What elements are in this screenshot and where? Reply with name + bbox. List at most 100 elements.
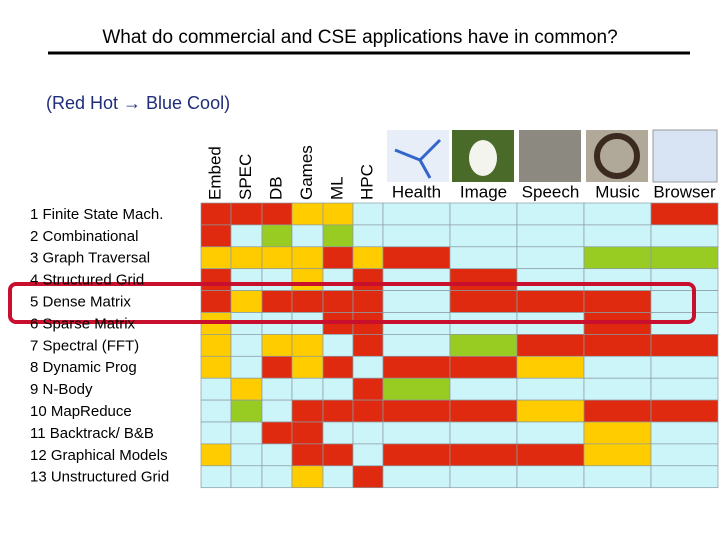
music-ring bbox=[594, 133, 640, 179]
heat-cell bbox=[583, 377, 652, 401]
heat-cell bbox=[449, 334, 518, 357]
heat-cell bbox=[291, 268, 324, 291]
heat-cell bbox=[230, 268, 263, 291]
heat-cell bbox=[261, 334, 293, 357]
heat-legend: (Red Hot → Blue Cool) bbox=[46, 93, 230, 113]
row-label: 9 N-Body bbox=[30, 381, 93, 398]
heat-cell bbox=[261, 421, 293, 445]
heat-cell bbox=[322, 202, 354, 226]
heat-cell bbox=[291, 355, 324, 379]
heat-cell bbox=[516, 202, 585, 226]
column-label: Embed bbox=[205, 146, 224, 200]
heat-cell bbox=[291, 202, 324, 226]
heat-cell bbox=[261, 399, 293, 423]
heat-cell bbox=[583, 290, 652, 313]
heat-cell bbox=[230, 202, 263, 226]
heat-cell bbox=[583, 268, 652, 291]
heat-cell bbox=[650, 290, 719, 313]
heat-cell bbox=[200, 421, 232, 445]
heat-cell bbox=[200, 399, 232, 423]
heat-cell bbox=[352, 355, 384, 379]
heat-cell bbox=[200, 290, 232, 313]
heat-cell bbox=[449, 443, 518, 467]
heat-cell bbox=[291, 224, 324, 248]
heat-cell bbox=[352, 268, 384, 291]
heat-cell bbox=[261, 443, 293, 467]
heat-cell bbox=[200, 224, 232, 248]
heat-cell bbox=[200, 268, 232, 291]
heat-cell bbox=[516, 268, 585, 291]
row-label: 7 Spectral (FFT) bbox=[30, 337, 139, 354]
heat-cell bbox=[382, 465, 451, 489]
health-drawing bbox=[394, 138, 442, 179]
heat-cell bbox=[516, 334, 585, 357]
heat-cell bbox=[583, 202, 652, 226]
heat-cell bbox=[291, 334, 324, 357]
heat-cell bbox=[449, 202, 518, 226]
heat-cell bbox=[200, 334, 232, 357]
heat-cell bbox=[516, 355, 585, 379]
heat-cell bbox=[449, 290, 518, 313]
column-label: HPC bbox=[357, 164, 376, 200]
heat-cell bbox=[230, 290, 263, 313]
heat-cell bbox=[650, 377, 719, 401]
heat-cell bbox=[352, 246, 384, 270]
row-label: 13 Unstructured Grid bbox=[30, 469, 169, 486]
heat-cell bbox=[352, 224, 384, 248]
heat-cell bbox=[291, 399, 324, 423]
heat-cell bbox=[261, 465, 293, 489]
row-label: 3 Graph Traversal bbox=[30, 250, 150, 267]
heat-cell bbox=[352, 377, 384, 401]
heat-cell bbox=[382, 224, 451, 248]
heat-cell bbox=[583, 224, 652, 248]
heat-cell bbox=[382, 290, 451, 313]
column-label: DB bbox=[266, 176, 285, 200]
heat-cell bbox=[583, 246, 652, 270]
row-label: 8 Dynamic Prog bbox=[30, 359, 137, 376]
heat-cell bbox=[200, 246, 232, 270]
heat-cell bbox=[382, 334, 451, 357]
column-label: Health bbox=[392, 182, 441, 201]
row-label: 11 Backtrack/ B&B bbox=[30, 425, 154, 442]
heat-cell bbox=[516, 399, 585, 423]
heat-cell bbox=[291, 377, 324, 401]
app-images bbox=[387, 129, 718, 183]
column-label: Browser bbox=[653, 182, 716, 201]
heat-cell bbox=[583, 355, 652, 379]
heat-cell bbox=[352, 465, 384, 489]
heat-cell bbox=[352, 334, 384, 357]
heat-cell bbox=[230, 421, 263, 445]
heat-cell bbox=[322, 268, 354, 291]
heat-cell bbox=[650, 443, 719, 467]
heat-cell bbox=[583, 465, 652, 489]
row-label: 6 Sparse Matrix bbox=[30, 315, 136, 332]
heat-cell bbox=[322, 355, 354, 379]
heat-cell bbox=[291, 246, 324, 270]
heat-table bbox=[200, 202, 719, 489]
heat-cell bbox=[261, 355, 293, 379]
heat-cell bbox=[650, 334, 719, 357]
heat-cell bbox=[261, 224, 293, 248]
heat-cell bbox=[449, 246, 518, 270]
heat-cell bbox=[261, 202, 293, 226]
heat-cell bbox=[516, 443, 585, 467]
heat-cell bbox=[322, 246, 354, 270]
highlight-box bbox=[8, 282, 696, 324]
heat-cell bbox=[261, 290, 293, 313]
heat-cell bbox=[382, 202, 451, 226]
column-label: ML bbox=[327, 176, 346, 200]
row-label: 4 Structured Grid bbox=[30, 272, 144, 289]
heat-cell bbox=[322, 465, 354, 489]
heat-cell bbox=[650, 246, 719, 270]
column-label: SPEC bbox=[236, 154, 255, 200]
column-label: Games bbox=[297, 145, 316, 200]
heat-cell bbox=[200, 465, 232, 489]
heat-cell bbox=[650, 421, 719, 445]
row-label: 1 Finite State Mach. bbox=[30, 206, 163, 223]
row-label: 10 MapReduce bbox=[30, 403, 132, 420]
heat-cell bbox=[516, 290, 585, 313]
heat-cell bbox=[382, 268, 451, 291]
heat-cell bbox=[449, 465, 518, 489]
heat-cell bbox=[322, 290, 354, 313]
heat-cell bbox=[382, 355, 451, 379]
